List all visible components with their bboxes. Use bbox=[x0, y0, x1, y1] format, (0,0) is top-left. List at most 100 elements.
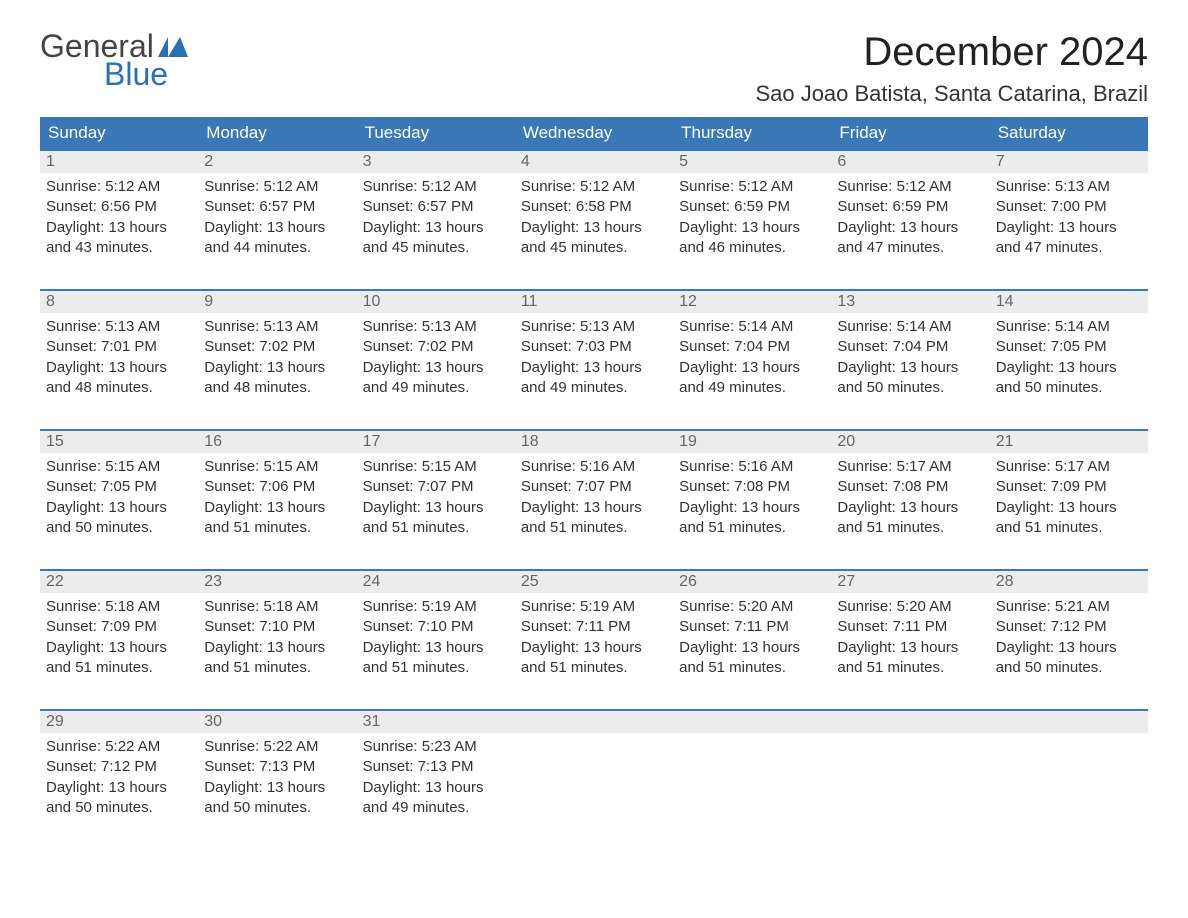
sunrise-value: 5:19 AM bbox=[580, 598, 635, 615]
calendar-cell: 19Sunrise: 5:16 AMSunset: 7:08 PMDayligh… bbox=[673, 430, 831, 570]
day-details: Sunrise: 5:14 AMSunset: 7:04 PMDaylight:… bbox=[831, 313, 989, 406]
sunrise-line: Sunrise: 5:12 AM bbox=[837, 177, 983, 197]
weekday-header: Thursday bbox=[673, 117, 831, 150]
sunset-line: Sunset: 7:03 PM bbox=[521, 337, 667, 357]
sunset-value: 7:00 PM bbox=[1051, 198, 1107, 215]
sunrise-value: 5:12 AM bbox=[580, 178, 635, 195]
sunset-label: Sunset: bbox=[837, 618, 888, 635]
sunset-value: 7:11 PM bbox=[576, 618, 631, 635]
sunset-value: 7:08 PM bbox=[734, 478, 790, 495]
sunset-label: Sunset: bbox=[996, 198, 1047, 215]
sunset-value: 7:08 PM bbox=[892, 478, 948, 495]
day-details: Sunrise: 5:20 AMSunset: 7:11 PMDaylight:… bbox=[673, 593, 831, 686]
sunset-line: Sunset: 7:08 PM bbox=[679, 477, 825, 497]
sunset-label: Sunset: bbox=[679, 478, 730, 495]
sunrise-label: Sunrise: bbox=[204, 738, 259, 755]
sunrise-line: Sunrise: 5:15 AM bbox=[46, 457, 192, 477]
daylight-label: Daylight: bbox=[46, 219, 104, 236]
sunrise-value: 5:16 AM bbox=[580, 458, 635, 475]
day-details: Sunrise: 5:15 AMSunset: 7:05 PMDaylight:… bbox=[40, 453, 198, 546]
sunset-value: 6:59 PM bbox=[734, 198, 790, 215]
sunset-value: 7:09 PM bbox=[101, 618, 157, 635]
daylight-label: Daylight: bbox=[837, 499, 895, 516]
sunrise-label: Sunrise: bbox=[679, 458, 734, 475]
sunrise-label: Sunrise: bbox=[46, 178, 101, 195]
sunrise-value: 5:12 AM bbox=[105, 178, 160, 195]
day-details: Sunrise: 5:12 AMSunset: 6:59 PMDaylight:… bbox=[673, 173, 831, 266]
sunset-value: 7:02 PM bbox=[259, 338, 315, 355]
sunset-label: Sunset: bbox=[521, 618, 572, 635]
sunset-line: Sunset: 7:08 PM bbox=[837, 477, 983, 497]
day-number: 24 bbox=[357, 571, 515, 593]
daylight-label: Daylight: bbox=[46, 499, 104, 516]
daylight-line: Daylight: 13 hours and 51 minutes. bbox=[996, 498, 1142, 539]
calendar-cell: 23Sunrise: 5:18 AMSunset: 7:10 PMDayligh… bbox=[198, 570, 356, 710]
sunrise-value: 5:18 AM bbox=[263, 598, 318, 615]
day-number: 20 bbox=[831, 431, 989, 453]
sunset-label: Sunset: bbox=[46, 618, 97, 635]
day-details: Sunrise: 5:17 AMSunset: 7:09 PMDaylight:… bbox=[990, 453, 1148, 546]
calendar-cell: 16Sunrise: 5:15 AMSunset: 7:06 PMDayligh… bbox=[198, 430, 356, 570]
sunrise-line: Sunrise: 5:16 AM bbox=[679, 457, 825, 477]
calendar-cell: 29Sunrise: 5:22 AMSunset: 7:12 PMDayligh… bbox=[40, 710, 198, 850]
sunset-line: Sunset: 7:00 PM bbox=[996, 197, 1142, 217]
calendar-cell: 2Sunrise: 5:12 AMSunset: 6:57 PMDaylight… bbox=[198, 150, 356, 290]
daylight-label: Daylight: bbox=[204, 499, 262, 516]
header: General Blue December 2024 Sao Joao Bati… bbox=[40, 30, 1148, 107]
sunrise-label: Sunrise: bbox=[46, 458, 101, 475]
sunrise-label: Sunrise: bbox=[363, 738, 418, 755]
day-number: 16 bbox=[198, 431, 356, 453]
sunset-line: Sunset: 7:07 PM bbox=[521, 477, 667, 497]
sunset-label: Sunset: bbox=[363, 478, 414, 495]
weekday-header: Friday bbox=[831, 117, 989, 150]
daylight-label: Daylight: bbox=[837, 359, 895, 376]
sunset-value: 7:05 PM bbox=[1051, 338, 1107, 355]
sunrise-line: Sunrise: 5:17 AM bbox=[996, 457, 1142, 477]
daylight-line: Daylight: 13 hours and 51 minutes. bbox=[204, 638, 350, 679]
sunset-label: Sunset: bbox=[679, 618, 730, 635]
sunrise-label: Sunrise: bbox=[837, 598, 892, 615]
day-number bbox=[831, 711, 989, 733]
sunrise-label: Sunrise: bbox=[46, 738, 101, 755]
sunset-label: Sunset: bbox=[46, 338, 97, 355]
sunset-label: Sunset: bbox=[363, 618, 414, 635]
calendar-cell bbox=[831, 710, 989, 850]
daylight-line: Daylight: 13 hours and 51 minutes. bbox=[679, 498, 825, 539]
calendar-cell: 14Sunrise: 5:14 AMSunset: 7:05 PMDayligh… bbox=[990, 290, 1148, 430]
daylight-line: Daylight: 13 hours and 50 minutes. bbox=[204, 778, 350, 819]
calendar-cell: 31Sunrise: 5:23 AMSunset: 7:13 PMDayligh… bbox=[357, 710, 515, 850]
day-number: 4 bbox=[515, 151, 673, 173]
sunrise-line: Sunrise: 5:15 AM bbox=[204, 457, 350, 477]
sunset-line: Sunset: 7:07 PM bbox=[363, 477, 509, 497]
daylight-line: Daylight: 13 hours and 44 minutes. bbox=[204, 218, 350, 259]
sunrise-line: Sunrise: 5:20 AM bbox=[837, 597, 983, 617]
calendar-table: SundayMondayTuesdayWednesdayThursdayFrid… bbox=[40, 117, 1148, 850]
sunrise-label: Sunrise: bbox=[837, 458, 892, 475]
sunset-value: 7:11 PM bbox=[892, 618, 947, 635]
sunset-line: Sunset: 7:02 PM bbox=[204, 337, 350, 357]
daylight-label: Daylight: bbox=[521, 499, 579, 516]
daylight-line: Daylight: 13 hours and 45 minutes. bbox=[363, 218, 509, 259]
day-number bbox=[515, 711, 673, 733]
sunset-label: Sunset: bbox=[204, 618, 255, 635]
sunrise-value: 5:13 AM bbox=[105, 318, 160, 335]
calendar-cell: 9Sunrise: 5:13 AMSunset: 7:02 PMDaylight… bbox=[198, 290, 356, 430]
sunset-label: Sunset: bbox=[679, 338, 730, 355]
sunset-line: Sunset: 7:09 PM bbox=[996, 477, 1142, 497]
sunset-value: 7:04 PM bbox=[892, 338, 948, 355]
sunrise-value: 5:14 AM bbox=[738, 318, 793, 335]
calendar-cell bbox=[990, 710, 1148, 850]
sunrise-line: Sunrise: 5:12 AM bbox=[204, 177, 350, 197]
day-details: Sunrise: 5:18 AMSunset: 7:10 PMDaylight:… bbox=[198, 593, 356, 686]
calendar-cell: 11Sunrise: 5:13 AMSunset: 7:03 PMDayligh… bbox=[515, 290, 673, 430]
sunrise-line: Sunrise: 5:20 AM bbox=[679, 597, 825, 617]
sunset-label: Sunset: bbox=[46, 758, 97, 775]
day-number bbox=[673, 711, 831, 733]
sunrise-label: Sunrise: bbox=[996, 318, 1051, 335]
sunset-line: Sunset: 7:13 PM bbox=[204, 757, 350, 777]
sunset-line: Sunset: 7:11 PM bbox=[521, 617, 667, 637]
sunrise-value: 5:12 AM bbox=[738, 178, 793, 195]
sunset-value: 6:59 PM bbox=[892, 198, 948, 215]
daylight-label: Daylight: bbox=[46, 639, 104, 656]
calendar-cell: 25Sunrise: 5:19 AMSunset: 7:11 PMDayligh… bbox=[515, 570, 673, 710]
